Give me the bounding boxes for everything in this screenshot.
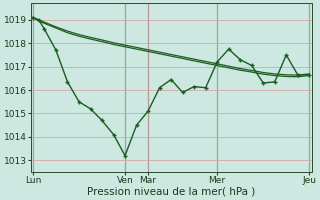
X-axis label: Pression niveau de la mer( hPa ): Pression niveau de la mer( hPa ) (87, 187, 255, 197)
